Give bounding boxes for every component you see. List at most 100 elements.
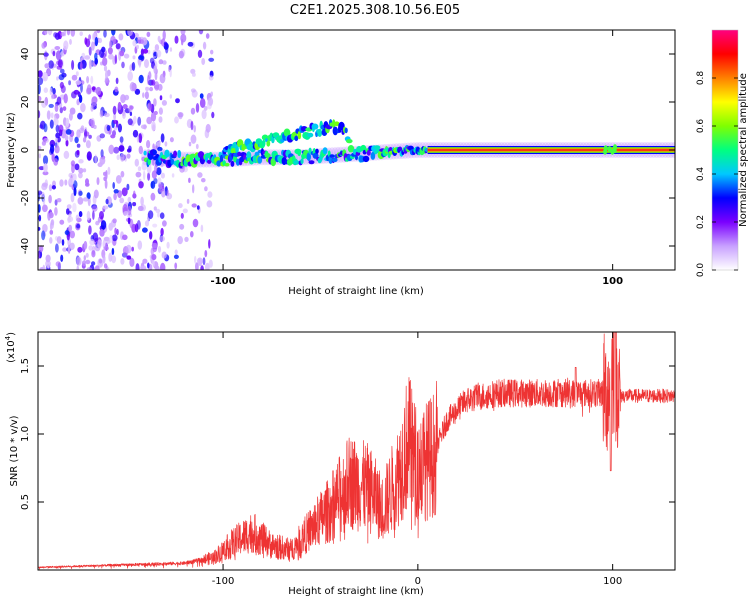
ridge-blob: [271, 136, 275, 144]
noise-dot: [205, 262, 210, 270]
snr-series-line: [38, 332, 675, 570]
noise-dot: [133, 32, 139, 38]
ridge-blob: [216, 160, 222, 167]
noise-dot: [92, 232, 99, 242]
ridge-blob: [612, 147, 617, 154]
noise-dot: [113, 192, 117, 201]
noise-dot: [108, 252, 113, 262]
noise-dot: [105, 198, 109, 205]
noise-dot: [116, 228, 119, 236]
noise-dot: [65, 129, 72, 135]
ridge-blob: [370, 151, 376, 160]
noise-dot: [204, 250, 208, 258]
noise-dot: [188, 177, 191, 183]
noise-dot: [69, 230, 76, 239]
ridge-blob: [206, 159, 212, 164]
noise-dot: [190, 231, 194, 238]
noise-dot: [153, 206, 157, 211]
noise-dot: [190, 88, 196, 93]
noise-dot: [56, 236, 62, 244]
noise-dot: [116, 154, 120, 160]
noise-dot: [127, 71, 133, 82]
noise-dot: [195, 143, 199, 150]
noise-dot: [42, 171, 49, 176]
noise-dot: [68, 213, 72, 218]
noise-dot: [137, 116, 142, 126]
ridge-blob: [360, 144, 367, 152]
noise-dot: [202, 257, 206, 266]
noise-dot: [159, 95, 163, 101]
noise-dot: [208, 57, 215, 62]
ridge-blob: [170, 158, 175, 165]
noise-dot: [126, 153, 131, 159]
noise-dot: [137, 205, 144, 212]
noise-dot: [82, 137, 87, 143]
noise-dot: [161, 251, 167, 259]
noise-dot: [159, 73, 166, 84]
noise-dot: [201, 58, 206, 65]
noise-dot: [66, 208, 70, 215]
noise-dot: [190, 120, 194, 131]
colorbar: 0.0 0.2 0.4 0.6 0.8 Normalized spectral ampl…: [696, 29, 749, 278]
colorbar-tick-label: 0.0: [696, 263, 706, 278]
ridge-blob: [293, 160, 300, 165]
ridge-blob: [254, 151, 260, 157]
noise-dot: [127, 118, 133, 126]
noise-dot: [70, 160, 76, 167]
snr-background: [38, 332, 675, 570]
ridge-blob: [177, 150, 182, 158]
noise-dot: [67, 216, 71, 223]
ridge-blob: [334, 121, 340, 127]
noise-dot: [160, 227, 164, 236]
noise-dot: [97, 162, 103, 168]
noise-dot: [68, 177, 75, 185]
noise-dot: [82, 197, 89, 202]
noise-dot: [201, 178, 206, 183]
noise-dot: [91, 97, 97, 107]
noise-dot: [62, 247, 67, 252]
noise-dot: [53, 115, 57, 123]
noise-dot: [78, 167, 84, 174]
noise-dot: [63, 40, 69, 51]
spectrogram-panel: -100 100 -40 -20 0 20 40 Height of straight l…: [6, 29, 676, 297]
noise-dot: [166, 189, 170, 197]
noise-dot: [177, 236, 183, 245]
noise-dot: [197, 257, 203, 265]
ridge-blob: [164, 149, 170, 158]
ridge-blob: [283, 128, 291, 137]
noise-dot: [153, 177, 158, 185]
ridge-blob: [297, 149, 302, 157]
noise-dot: [85, 38, 91, 48]
noise-dot: [56, 76, 59, 81]
noise-dot: [198, 30, 204, 35]
noise-dot: [157, 245, 162, 253]
noise-dot: [113, 126, 118, 131]
noise-dot: [78, 159, 84, 164]
noise-dot: [82, 168, 87, 173]
noise-dot: [140, 124, 147, 130]
noise-dot: [131, 246, 134, 252]
noise-dot: [137, 240, 143, 250]
noise-dot: [70, 30, 76, 37]
noise-dot: [152, 143, 155, 151]
ridge-blob: [152, 149, 157, 155]
noise-dot: [125, 244, 132, 254]
noise-dot: [138, 145, 143, 155]
noise-dot: [171, 173, 175, 178]
noise-dot: [114, 227, 117, 235]
noise-dot: [85, 259, 91, 265]
noise-dot: [210, 49, 214, 55]
noise-dot: [178, 203, 183, 209]
noise-dot: [78, 211, 83, 218]
ridge-blob: [257, 156, 263, 164]
noise-dot: [174, 262, 178, 270]
noise-dot: [47, 30, 53, 36]
noise-dot: [52, 87, 56, 95]
noise-dot: [197, 172, 203, 178]
noise-dot: [85, 252, 89, 258]
noise-dot: [210, 91, 213, 97]
noise-dot: [75, 80, 82, 85]
noise-dot: [42, 155, 49, 165]
noise-dot: [133, 115, 137, 124]
noise-dot: [151, 254, 157, 261]
